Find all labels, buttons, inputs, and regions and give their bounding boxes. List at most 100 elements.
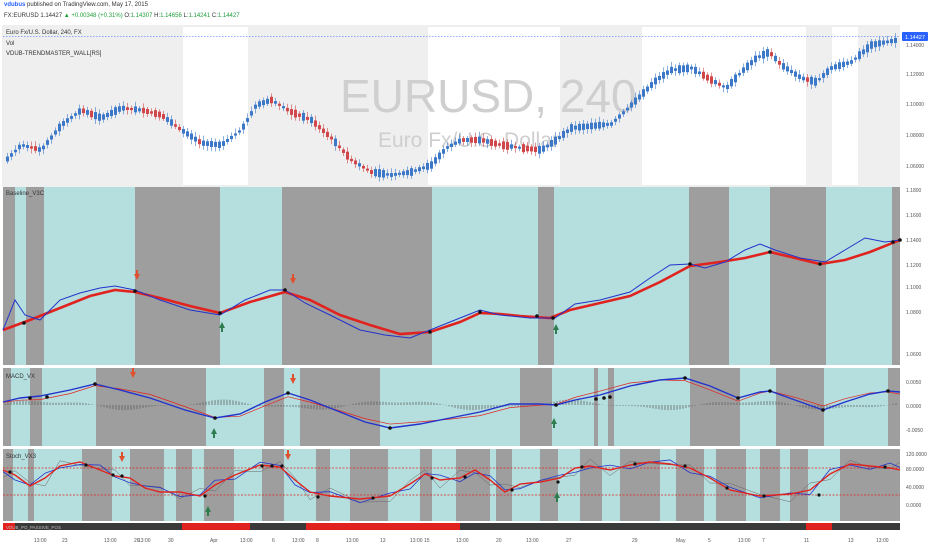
candle-body: [130, 107, 133, 111]
candle-body: [558, 136, 561, 140]
candle-body: [862, 49, 865, 55]
last-price-tag-text: 1.14427: [905, 35, 925, 41]
candle-body: [654, 77, 657, 85]
cross-dot: [688, 262, 692, 266]
time-tick: 20: [496, 538, 502, 544]
candle-body: [110, 109, 113, 117]
candle-body: [578, 123, 581, 131]
bear-zone: [3, 368, 11, 446]
bear-zone: [840, 449, 872, 521]
bear-zone: [264, 368, 284, 446]
candle-body: [698, 71, 701, 75]
main-price-panel[interactable]: EURUSD, 240 Euro Fx/U.S. Dollar Euro Fx/…: [2, 25, 901, 187]
candle-body: [226, 139, 229, 142]
baseline-tick-7: 1.0600: [906, 352, 922, 358]
main-tick-3: 1.10000: [906, 102, 924, 108]
main-tick-5: 1.06000: [906, 164, 924, 170]
cross-dot: [8, 470, 12, 474]
candle-body: [806, 77, 809, 82]
chart-header: vdubus published on TradingView.com, May…: [0, 0, 932, 24]
candle-body: [874, 41, 877, 48]
time-tick: 13:00: [34, 538, 47, 544]
sell-arrow-icon: [285, 450, 291, 460]
candle-body: [186, 131, 189, 137]
candle-body: [442, 149, 445, 154]
cross-dot: [371, 496, 375, 500]
candle-body: [62, 121, 65, 126]
candle-body: [570, 124, 573, 132]
stoch-axis: 120.0000 80.0000 40.0000 0.0000: [906, 452, 927, 509]
stoch-title: Stoch_VX3: [6, 454, 37, 460]
cross-dot: [84, 463, 88, 467]
candle-body: [858, 51, 861, 60]
candle-body: [594, 122, 597, 129]
stoch-panel[interactable]: Stoch_VX3: [2, 449, 901, 521]
time-tick: 26: [134, 538, 140, 544]
time-tick: 13:00: [104, 538, 117, 544]
baseline-panel[interactable]: Baseline_V3C: [2, 187, 902, 365]
candle-body: [66, 118, 69, 123]
time-tick: 13:00: [346, 538, 359, 544]
candle-body: [346, 151, 349, 160]
bear-zone: [776, 368, 824, 446]
sell-arrow-icon: [134, 270, 140, 280]
candle-body: [10, 153, 13, 157]
buy-arrow-icon: [554, 492, 560, 502]
candle-body: [774, 55, 777, 62]
candle-body: [366, 168, 369, 171]
main-tick-1: 1.14000: [906, 43, 924, 49]
candle-body: [70, 116, 73, 119]
candle-body: [386, 173, 389, 176]
cross-dot: [535, 314, 539, 318]
candle-body: [790, 69, 793, 74]
candle-body: [610, 122, 613, 126]
baseline-tick-2: 1.1600: [906, 213, 922, 219]
main-price-axis[interactable]: 1.14000 1.12000 1.10000 1.08000 1.06000 …: [900, 26, 932, 186]
candle-body: [18, 144, 21, 150]
last-price: 1.14427: [40, 13, 63, 19]
main-legend-title: Euro Fx/U.S. Dollar, 240, FX: [6, 30, 82, 36]
candle-body: [598, 121, 601, 129]
candle-body: [230, 135, 233, 140]
weekend-shade: [248, 26, 428, 186]
baseline-axis: 1.1800 1.1600 1.1400 1.1200 1.1000 1.080…: [906, 188, 922, 358]
baseline-tick-5: 1.1000: [906, 285, 922, 291]
candle-body: [834, 64, 837, 70]
candle-body: [250, 111, 253, 116]
candle-body: [398, 172, 401, 175]
bear-zone: [135, 187, 219, 365]
bear-zone: [30, 368, 42, 446]
candle-body: [142, 107, 145, 114]
candle-body: [350, 158, 353, 162]
candle-body: [530, 146, 533, 152]
macd-tick-3: -0.0050: [906, 428, 923, 434]
baseline-title: Baseline_V3C: [6, 191, 45, 197]
bear-zone: [690, 368, 740, 446]
candle-body: [534, 146, 537, 153]
author-link[interactable]: vdubus: [4, 2, 26, 8]
candle-body: [494, 140, 497, 147]
candle-body: [362, 165, 365, 169]
candle-body: [218, 141, 221, 148]
candle-body: [490, 139, 493, 146]
macd-panel[interactable]: MACD_VX: [2, 368, 901, 446]
published-text: published on TradingView.com, May 17, 20…: [27, 2, 148, 8]
candle-body: [462, 138, 465, 142]
cross-dot: [260, 464, 264, 468]
candle-body: [682, 65, 685, 73]
buy-arrow-icon: [551, 418, 557, 428]
candle-body: [150, 111, 153, 114]
candle-body: [650, 82, 653, 88]
candle-body: [286, 107, 289, 112]
main-legend-vol: Vol: [6, 41, 14, 47]
time-tick: 23: [62, 538, 68, 544]
candle-body: [206, 141, 209, 146]
candle-body: [298, 113, 301, 117]
buy-arrow-icon: [553, 324, 559, 334]
stoch-raw-line: [2, 458, 901, 503]
candle-body: [82, 108, 85, 114]
candle-body: [154, 110, 157, 117]
candle-body: [502, 141, 505, 150]
